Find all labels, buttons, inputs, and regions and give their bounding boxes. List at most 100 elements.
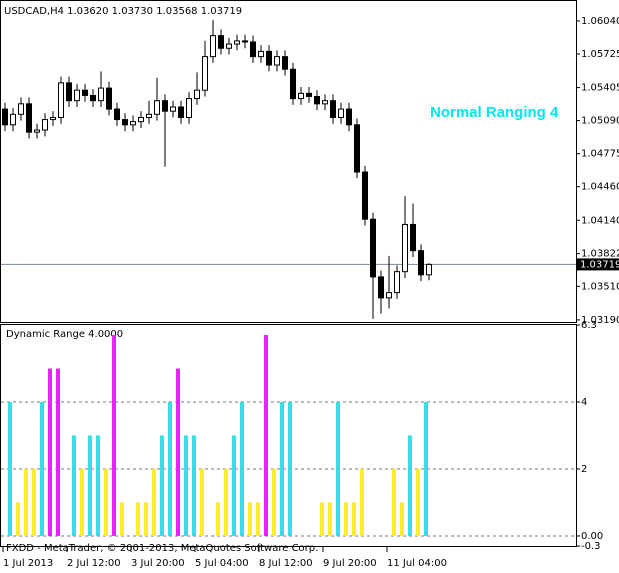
y-tick-label: 0.00 [581, 531, 603, 542]
candle-body [386, 292, 392, 299]
y-tick-label: -0.3 [581, 541, 601, 552]
bar [104, 468, 108, 536]
candle-body [290, 68, 296, 100]
bar [408, 435, 412, 536]
bar [144, 502, 148, 536]
candle-body [34, 129, 40, 133]
bar [200, 468, 204, 536]
candle-body [242, 40, 248, 43]
candle-body [90, 94, 96, 102]
candle-body [66, 82, 72, 102]
bar [352, 502, 356, 536]
bar [136, 502, 140, 536]
candle-body [98, 87, 104, 102]
bar [56, 368, 60, 536]
candle-body [306, 92, 312, 97]
candle-body [410, 223, 416, 252]
bar [336, 402, 340, 536]
candle-body [274, 56, 280, 66]
candle-body [202, 56, 208, 91]
bar [224, 468, 228, 536]
candle-body [394, 271, 400, 294]
bar [256, 502, 260, 536]
bar [24, 468, 28, 536]
main-panel [0, 0, 577, 323]
candle-body [154, 100, 160, 115]
bar [120, 502, 124, 536]
bar [392, 468, 396, 536]
chart-title: USDCAD,H4 1.03620 1.03730 1.03568 1.0371… [4, 6, 242, 17]
candle-body [362, 171, 368, 220]
bar [288, 402, 292, 536]
bar [272, 468, 276, 536]
candle-body [122, 119, 128, 126]
x-tick-label: 5 Jul 04:00 [195, 558, 249, 569]
candle-body [106, 87, 112, 110]
candle-body [338, 108, 344, 118]
candle-body [10, 113, 16, 126]
candle-body [18, 103, 24, 115]
y-tick-label: 6.3 [581, 320, 597, 331]
current-price-box [577, 258, 619, 271]
y-tick-label: 1.03190 [581, 315, 619, 326]
indicator-title: Dynamic Range 4.0000 [6, 329, 123, 340]
candle-body [42, 119, 48, 131]
footer: FXDD - MetaTrader, © 2001-2013, MetaQuot… [6, 543, 318, 554]
candle-body [114, 108, 120, 121]
candle-body [226, 43, 232, 49]
x-tick-label: 3 Jul 20:00 [131, 558, 185, 569]
candle-body [2, 108, 8, 126]
candle-body [50, 116, 56, 121]
y-tick-label: 1.04140 [581, 215, 619, 226]
candle-body [266, 50, 272, 66]
bar [72, 435, 76, 536]
bar [248, 502, 252, 536]
candle-body [418, 250, 424, 276]
candle-body [138, 116, 144, 123]
candle-body [346, 108, 352, 126]
bar [16, 502, 20, 536]
y-tick-label: 1.04775 [581, 149, 619, 160]
bar [216, 502, 220, 536]
candle-body [426, 263, 432, 276]
bar [32, 468, 36, 536]
y-tick-label: 1.04460 [581, 182, 619, 193]
annotation: Normal Ranging 4 [430, 104, 559, 121]
candle-body [218, 35, 224, 49]
candle-body [234, 40, 240, 45]
candle-body [402, 223, 408, 273]
candle-body [298, 92, 304, 100]
y-tick-label: 1.05405 [581, 83, 619, 94]
bar [80, 468, 84, 536]
candle-body [258, 50, 264, 58]
bar [280, 402, 284, 536]
candle-body [378, 276, 384, 299]
candle-body [170, 106, 176, 112]
bar [184, 435, 188, 536]
bar [112, 335, 116, 536]
candle-body [162, 100, 168, 112]
bar [48, 368, 52, 536]
bar [88, 435, 92, 536]
bar [152, 468, 156, 536]
bar [264, 335, 268, 536]
candle-body [82, 89, 88, 96]
bar [160, 435, 164, 536]
bar [344, 502, 348, 536]
candle-body [26, 103, 32, 133]
bar [8, 402, 12, 536]
x-tick-label: 2 Jul 12:00 [67, 558, 121, 569]
candle-body [74, 89, 80, 102]
candle-body [146, 113, 152, 118]
candle-body [370, 218, 376, 278]
candle-body [314, 95, 320, 105]
y-tick-label: 4 [581, 397, 587, 408]
bar [96, 435, 100, 536]
candle-body [354, 124, 360, 173]
y-tick-label: 1.05090 [581, 116, 619, 127]
bar [360, 468, 364, 536]
candle-body [58, 82, 64, 118]
y-tick-label: 2 [581, 464, 587, 475]
current-price-label: 1.03719 [580, 259, 619, 270]
